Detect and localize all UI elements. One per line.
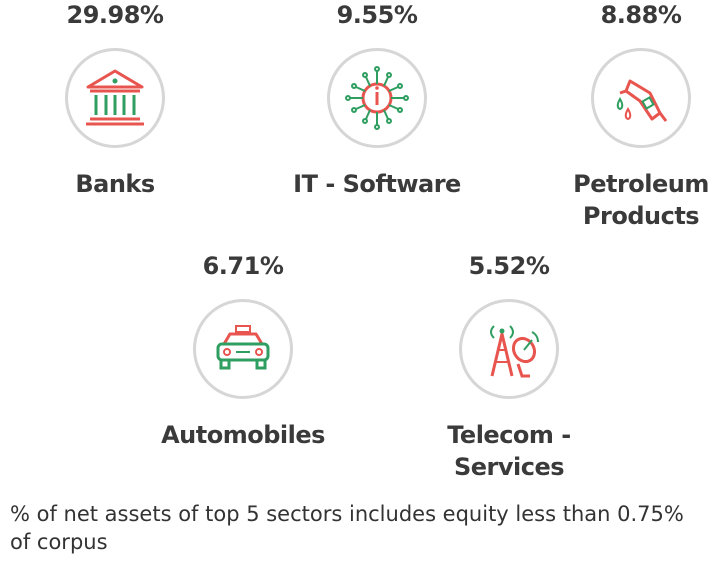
sector-value: 9.55% xyxy=(336,1,418,29)
footnote: % of net assets of top 5 sectors include… xyxy=(10,502,684,554)
icon-circle xyxy=(327,48,427,148)
fuel-nozzle-icon xyxy=(616,79,668,122)
chip-icon xyxy=(345,66,409,130)
sector-value: 5.52% xyxy=(468,252,550,280)
icon-circle xyxy=(65,48,165,148)
sector-name: Telecom - Services xyxy=(447,421,571,481)
sector-name: Banks xyxy=(75,170,155,198)
sector-telecom-services: 5.52% Telecom - Services xyxy=(394,251,624,483)
icon-circle xyxy=(459,299,559,399)
icon-circle xyxy=(193,299,293,399)
telecom-tower-icon xyxy=(490,325,539,378)
sector-banks: 29.98% Banks xyxy=(0,0,230,200)
sector-it-software: 9.55% IT - Software xyxy=(262,0,492,200)
bank-icon xyxy=(86,69,144,126)
sector-name: Petroleum Products xyxy=(573,170,709,230)
car-icon xyxy=(216,325,270,370)
sector-name: IT - Software xyxy=(293,170,461,198)
sector-name: Automobiles xyxy=(161,421,325,449)
sector-petroleum-products: 8.88% Petroleum Products xyxy=(526,0,728,232)
sector-value: 29.98% xyxy=(66,1,164,29)
icon-circle xyxy=(591,48,691,148)
sector-value: 8.88% xyxy=(600,1,682,29)
sector-value: 6.71% xyxy=(202,252,284,280)
sector-automobiles: 6.71% Automobiles xyxy=(128,251,358,451)
